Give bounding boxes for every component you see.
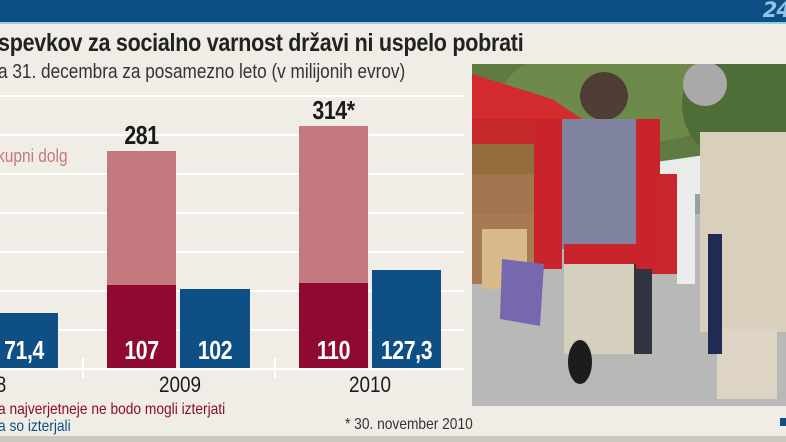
bar-2009-uncollectable: 107: [107, 285, 176, 368]
bar-2010-uncollectable: 110: [299, 283, 368, 368]
header-divider: [0, 22, 786, 24]
corner-mark: [780, 418, 786, 426]
year-label-2010: 2010: [348, 372, 392, 397]
bar-2008-collected: 71,4: [0, 313, 58, 368]
header-bar: 24: [0, 0, 786, 22]
bar-2010-collected: 127,3: [372, 270, 441, 368]
bottom-strip: [0, 436, 786, 442]
legend-total-debt: kupni dolg: [0, 146, 68, 166]
value-label: 110: [316, 335, 351, 365]
year-label-2009: 2009: [158, 372, 202, 397]
total-label-2010: 314*: [312, 95, 355, 125]
year-label-2008: 8: [0, 372, 14, 398]
value-label: 71,4: [4, 335, 44, 365]
gridline: [0, 212, 464, 214]
axis-tick: [274, 358, 276, 378]
legend-collected: a so izterjali: [0, 418, 71, 435]
value-label: 102: [197, 335, 233, 365]
axis-tick: [82, 358, 84, 378]
legend-uncollectable: a najverjetneje ne bodo mogli izterjati: [0, 401, 226, 418]
chart-title: spevkov za socialno varnost državi ni us…: [0, 29, 524, 57]
photo-elderly-walking: [472, 64, 786, 406]
value-label: 127,3: [380, 335, 433, 365]
gridline: [0, 95, 464, 97]
bar-2010-total: [299, 126, 368, 283]
bar-chart: kupni dolg 71,4 8 281 107 102 2009 314* …: [0, 95, 473, 435]
brand-logo: 24: [762, 0, 786, 22]
total-label-2009: 281: [124, 120, 159, 150]
gridline: [0, 173, 464, 175]
chart-subtitle: a 31. decembra za posamezno leto (v mili…: [0, 61, 406, 83]
gridline: [0, 134, 464, 136]
footnote: * 30. november 2010: [345, 416, 473, 433]
value-label: 107: [124, 335, 159, 365]
bar-2009-collected: 102: [180, 289, 250, 368]
bar-2009-total: [107, 151, 176, 285]
baseline: [0, 368, 464, 370]
gridline: [0, 251, 464, 253]
